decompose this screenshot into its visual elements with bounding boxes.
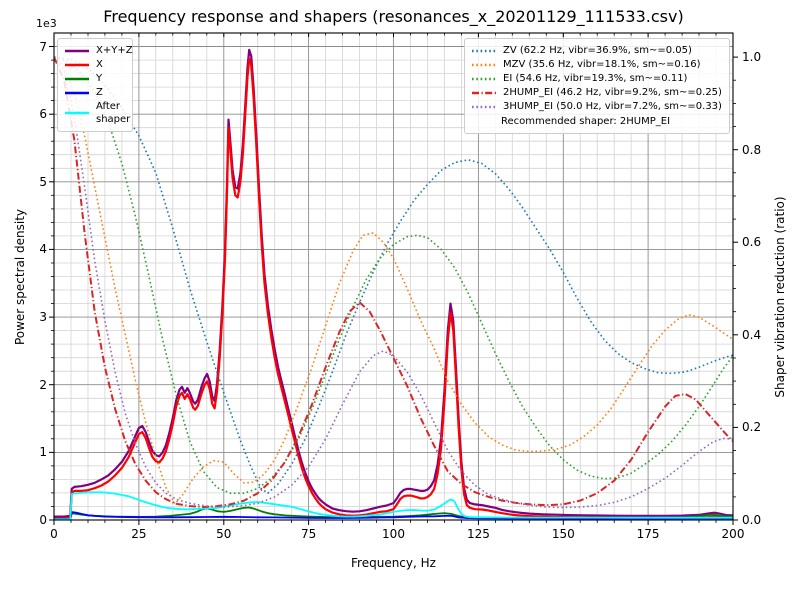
x-tick-label: 75	[300, 527, 317, 541]
legend-item: MZV (35.6 Hz, vibr=18.1%, sm~=0.16)	[471, 58, 723, 71]
y-left-tick-label: 4	[39, 242, 47, 257]
series-line-ei	[54, 56, 733, 495]
y-axis-left-label: Power spectral density	[13, 208, 27, 346]
legend-line-sample	[65, 77, 89, 80]
legend-item-label: ZV (62.2 Hz, vibr=36.9%, sm~=0.05)	[503, 45, 692, 56]
legend-item: Z	[64, 86, 126, 99]
series-line-after-shaper	[54, 491, 733, 520]
legend-line-sample	[65, 91, 89, 94]
x-tick-label: 175	[636, 527, 660, 541]
y-left-tick-label: 3	[39, 310, 47, 325]
x-tick-label: 0	[50, 527, 58, 541]
x-tick-label: 50	[216, 527, 232, 541]
legend-line-sample	[472, 49, 496, 52]
legend-item-label: MZV (35.6 Hz, vibr=18.1%, sm~=0.16)	[503, 59, 701, 70]
series-line-x-y-z	[54, 48, 733, 518]
series-line-3hump-ei	[54, 56, 733, 509]
x-tick-label: 100	[382, 527, 405, 541]
legend-item-label: X+Y+Z	[96, 45, 133, 56]
y-left-tick-label: 1	[39, 445, 47, 460]
legend-item: ZV (62.2 Hz, vibr=36.9%, sm~=0.05)	[471, 44, 723, 57]
legend-line-sample	[65, 63, 89, 66]
legend-line-sample	[472, 105, 496, 108]
series-line-x	[54, 57, 733, 520]
legend-item: After shaper	[64, 100, 130, 126]
legend-item: EI (54.6 Hz, vibr=19.3%, sm~=0.11)	[471, 72, 723, 85]
legend-item-label: After shaper	[96, 101, 131, 125]
legend-item-label: X	[96, 59, 103, 70]
legend-measured: X+Y+Z X Y Z After shaper	[57, 38, 133, 132]
y-left-tick-label: 0	[39, 513, 47, 527]
legend-line-sample	[472, 77, 496, 80]
x-tick-label: 25	[131, 527, 147, 541]
y-right-tick-label: 1.0	[742, 50, 762, 65]
chart-title: Frequency response and shapers (resonanc…	[103, 7, 684, 26]
legend-item: 3HUMP_EI (50.0 Hz, vibr=7.2%, sm~=0.33)	[471, 100, 723, 113]
y-right-tick-label: 0.8	[742, 142, 762, 157]
legend-item-label: Y	[96, 73, 103, 84]
series-line-z	[54, 511, 733, 520]
legend-line-sample	[65, 111, 89, 115]
y-axis-right-label: Shaper vibration reduction (ratio)	[773, 196, 787, 398]
y-left-tick-label: 5	[39, 174, 47, 189]
y-left-tick-label: 6	[39, 107, 47, 122]
axis-offset-text: 1e3	[36, 17, 57, 30]
legend-item: 2HUMP_EI (46.2 Hz, vibr=9.2%, sm~=0.25)	[471, 86, 723, 99]
legend-item: X+Y+Z	[64, 44, 133, 57]
x-tick-label: 200	[721, 527, 745, 541]
series-line-2hump-ei	[54, 56, 733, 508]
legend-shapers: ZV (62.2 Hz, vibr=36.9%, sm~=0.05) MZV (3…	[464, 38, 730, 134]
x-tick-label: 125	[466, 527, 490, 541]
legend-item-label: EI (54.6 Hz, vibr=19.3%, sm~=0.11)	[503, 73, 688, 84]
legend-line-sample	[472, 91, 496, 94]
recommended-shaper-note: Recommended shaper: 2HUMP_EI	[501, 116, 671, 127]
y-left-tick-label: 2	[39, 377, 47, 392]
legend-line-sample	[472, 63, 496, 66]
legend-line-sample	[65, 49, 89, 52]
x-axis-label: Frequency, Hz	[351, 556, 436, 570]
legend-item-label: 3HUMP_EI (50.0 Hz, vibr=7.2%, sm~=0.33)	[503, 101, 722, 112]
x-tick-label: 150	[551, 527, 575, 541]
legend-item: X	[64, 58, 126, 71]
legend-item: Y	[64, 72, 126, 85]
legend-item-label: Z	[96, 87, 103, 98]
y-left-tick-label: 7	[39, 39, 47, 54]
y-right-tick-label: 0.0	[742, 513, 762, 527]
y-right-tick-label: 0.6	[742, 235, 762, 250]
y-right-tick-label: 0.2	[742, 420, 762, 435]
y-right-tick-label: 0.4	[742, 327, 762, 342]
legend-item-label: 2HUMP_EI (46.2 Hz, vibr=9.2%, sm~=0.25)	[503, 87, 722, 98]
